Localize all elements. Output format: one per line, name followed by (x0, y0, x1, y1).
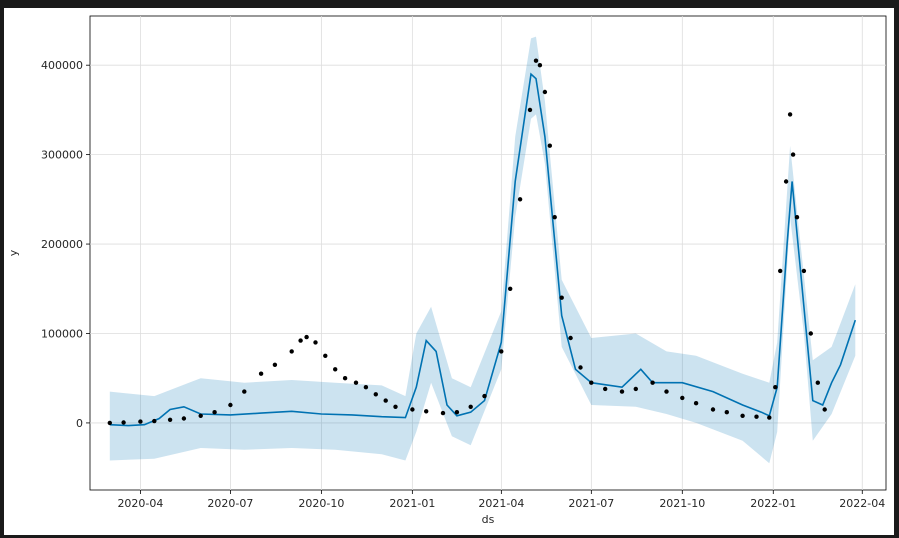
observed-point (333, 367, 338, 372)
observed-point (724, 410, 729, 415)
observed-point (289, 349, 294, 354)
grid (90, 16, 886, 490)
x-tick-label: 2021-10 (659, 497, 705, 510)
observed-point (710, 407, 716, 412)
y-tick-label: 400000 (41, 59, 83, 72)
observed-point (783, 179, 789, 184)
observed-point (373, 392, 378, 397)
observed-points (107, 58, 827, 426)
x-tick-label: 2021-04 (478, 497, 524, 510)
observed-point (559, 295, 564, 300)
observed-point (323, 353, 328, 358)
observed-point (578, 365, 583, 370)
figure: 2020-04 2020-07 2020-10 2021-01 2021-04 2021-… (4, 8, 894, 535)
observed-point (603, 386, 608, 392)
observed-point (342, 376, 348, 381)
observed-point (801, 268, 807, 274)
observed-point (353, 380, 359, 385)
observed-point (107, 420, 113, 426)
observed-point (167, 417, 173, 422)
x-tick-label: 2020-07 (207, 497, 253, 510)
plot-area (89, 15, 887, 491)
observed-point (537, 63, 543, 68)
observed-point (740, 413, 745, 418)
x-axis-ticks: 2020-04 2020-07 2020-10 2021-01 2021-04 2021-… (117, 490, 885, 510)
observed-point (383, 398, 388, 403)
observed-point (680, 395, 685, 401)
x-tick-label: 2022-04 (839, 497, 885, 510)
x-tick-label: 2022-01 (750, 497, 796, 510)
observed-point (468, 404, 473, 409)
observed-point (138, 419, 143, 424)
observed-point (533, 58, 539, 63)
x-tick-label: 2020-04 (117, 497, 163, 510)
forecast-line (109, 72, 857, 427)
observed-point (313, 340, 318, 345)
observed-point (664, 389, 669, 394)
y-axis-ticks: 0 100000 200000 300000 400000 (41, 59, 90, 430)
observed-point (482, 393, 487, 399)
observed-point (754, 414, 759, 419)
uncertainty-area (109, 36, 856, 464)
observed-point (568, 335, 573, 341)
y-axis-label: y (7, 249, 20, 256)
x-tick-label: 2021-01 (389, 497, 435, 510)
observed-point (272, 362, 278, 367)
observed-point (794, 215, 800, 220)
observed-point (454, 410, 460, 415)
observed-point (619, 389, 625, 394)
y-tick-label: 0 (76, 417, 83, 430)
y-tick-label: 100000 (41, 327, 83, 340)
observed-point (547, 143, 552, 148)
observed-point (363, 385, 369, 390)
observed-point (228, 402, 233, 408)
observed-point (787, 112, 793, 117)
observed-point (778, 268, 783, 274)
observed-point (822, 407, 827, 412)
observed-point (808, 331, 813, 336)
observed-point (527, 107, 533, 113)
observed-point (181, 416, 187, 421)
x-axis-label: ds (482, 513, 495, 526)
observed-point (767, 415, 772, 420)
y-tick-label: 300000 (41, 149, 83, 162)
observed-point (424, 409, 429, 414)
observed-point (552, 215, 557, 220)
observed-point (517, 197, 523, 202)
observed-point (499, 349, 504, 354)
observed-point (212, 410, 217, 415)
uncertainty-band (109, 36, 856, 464)
observed-point (633, 386, 638, 392)
observed-point (650, 380, 655, 385)
observed-point (393, 404, 398, 409)
observed-point (589, 380, 594, 385)
observed-point (198, 413, 203, 418)
observed-point (773, 385, 778, 390)
observed-point (242, 389, 247, 394)
observed-point (815, 380, 820, 385)
observed-point (298, 338, 303, 343)
observed-point (152, 418, 157, 424)
forecast-path (109, 72, 857, 427)
observed-point (440, 410, 446, 416)
x-tick-label: 2020-10 (298, 497, 344, 510)
observed-point (410, 407, 415, 412)
observed-point (542, 89, 548, 95)
observed-point (258, 371, 264, 376)
observed-point (508, 286, 513, 291)
forecast-chart: 2020-04 2020-07 2020-10 2021-01 2021-04 2021-… (7, 15, 887, 526)
observed-point (304, 334, 309, 340)
x-tick-label: 2021-07 (568, 497, 614, 510)
observed-point (693, 401, 699, 406)
y-tick-label: 200000 (41, 238, 83, 251)
observed-point (121, 420, 126, 425)
observed-point (790, 152, 796, 157)
